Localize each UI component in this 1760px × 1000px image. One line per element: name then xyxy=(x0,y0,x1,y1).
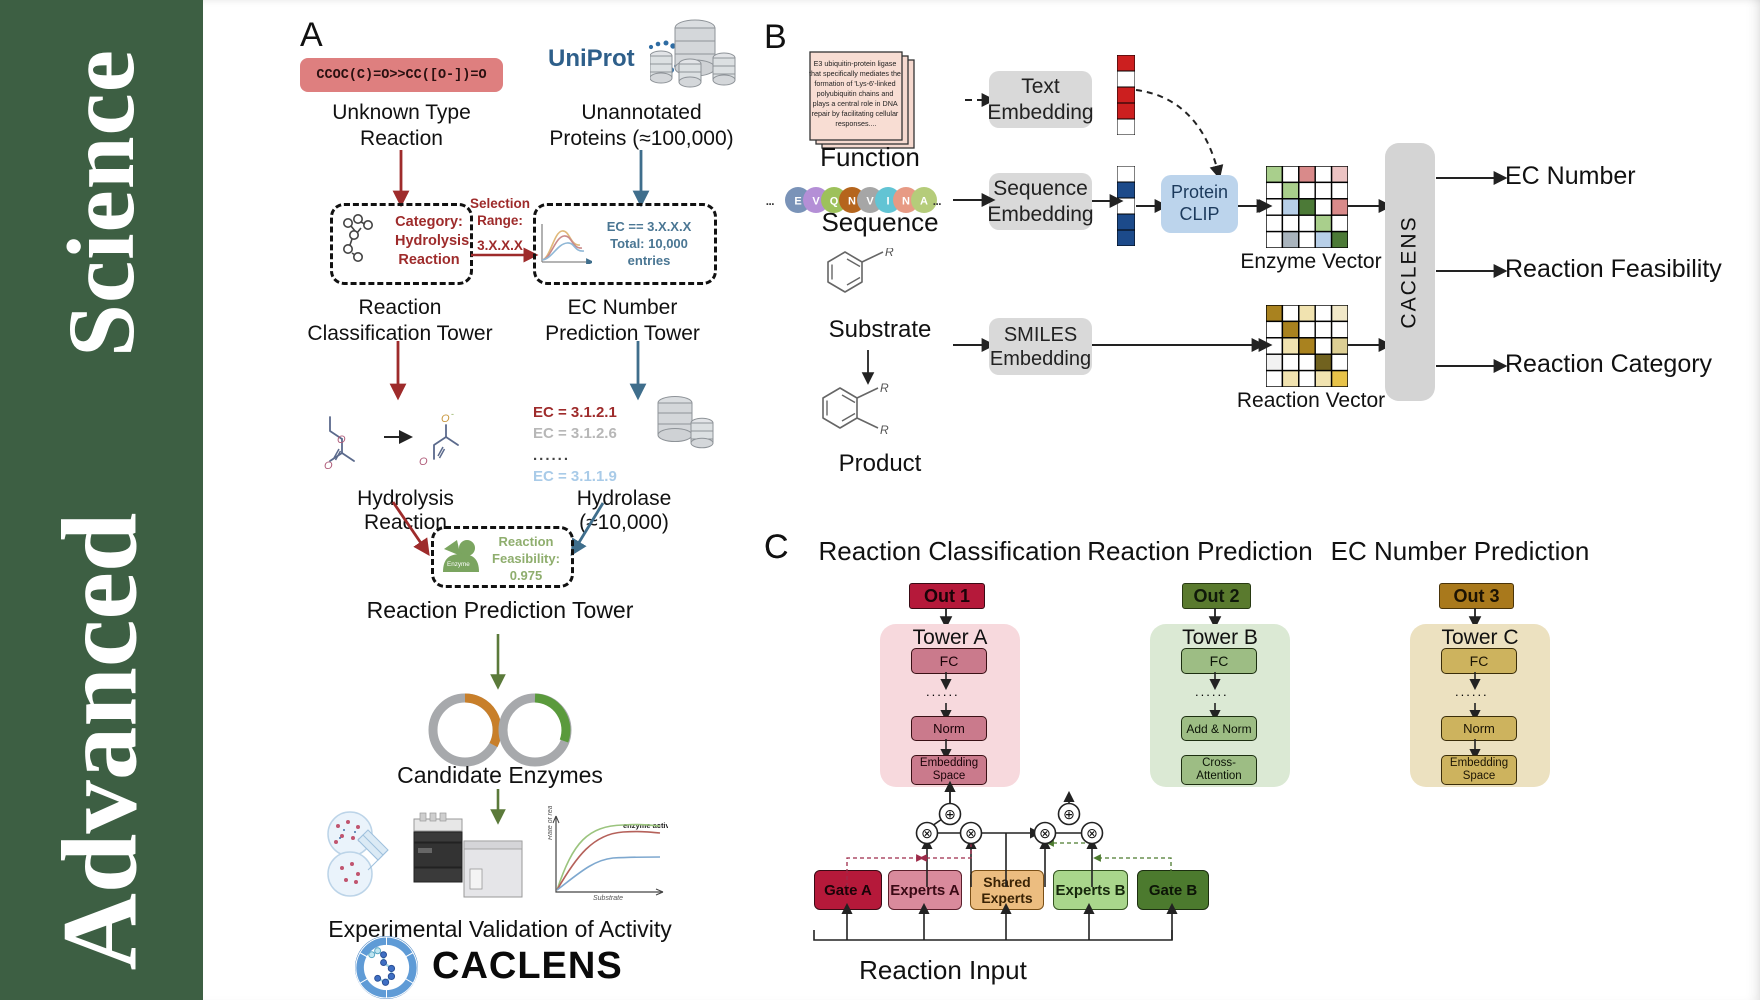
svg-text:⊕: ⊕ xyxy=(944,806,956,822)
svg-text:⊗: ⊗ xyxy=(1086,825,1098,841)
svg-text:⊕: ⊕ xyxy=(1063,806,1075,822)
svg-text:⊗: ⊗ xyxy=(1039,825,1051,841)
svg-text:⊗: ⊗ xyxy=(965,825,977,841)
svg-text:⊗: ⊗ xyxy=(921,825,933,841)
